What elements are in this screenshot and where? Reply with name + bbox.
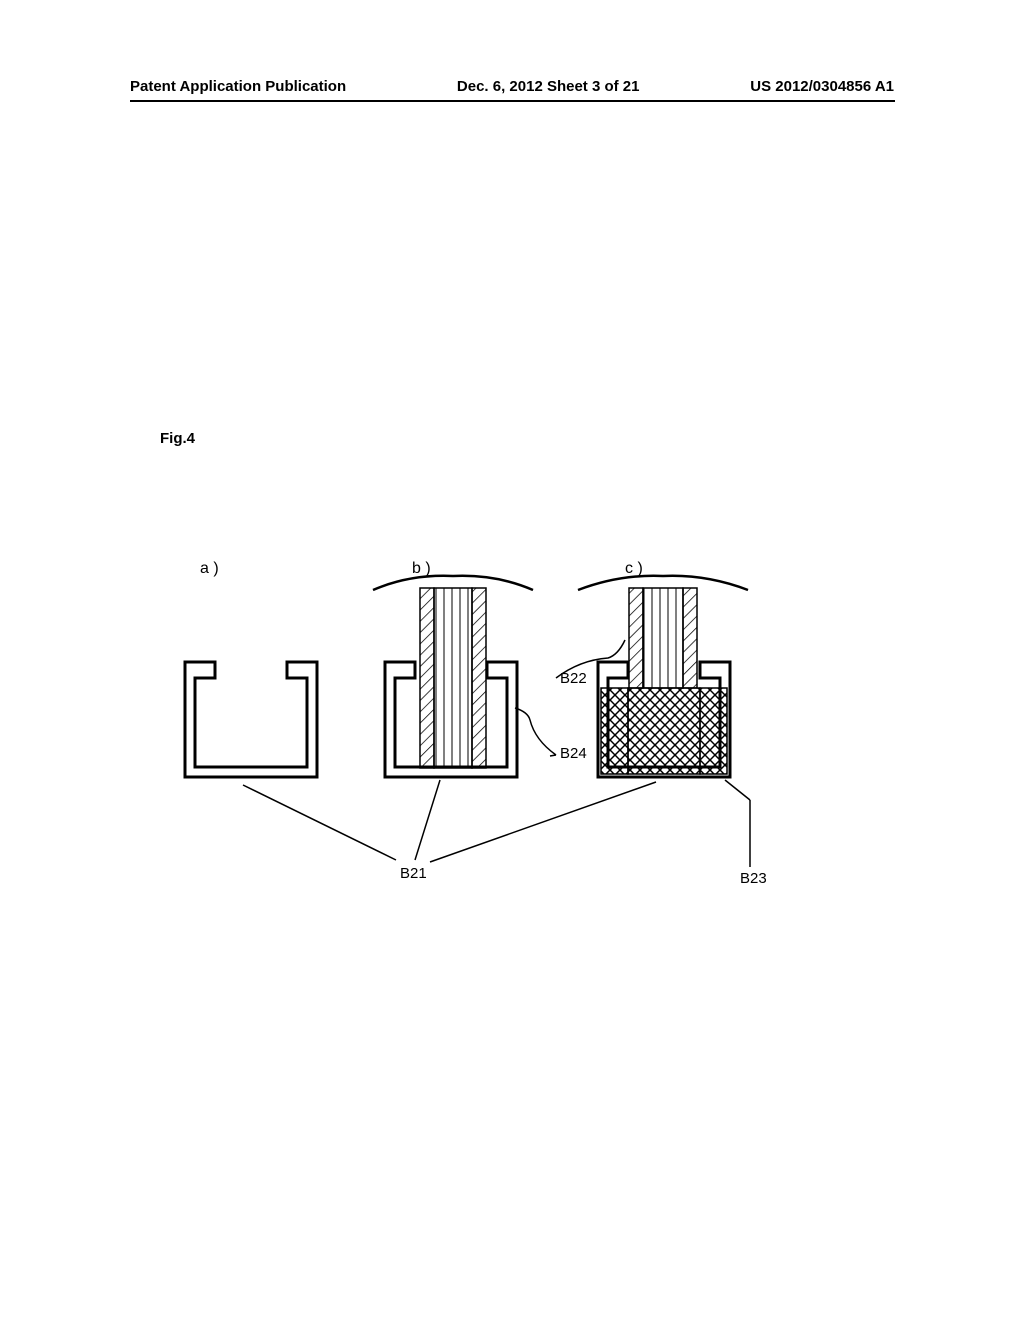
ref-b24: B24 xyxy=(560,745,587,762)
subfigure-label-a: a ) xyxy=(200,560,219,578)
subfigure-c xyxy=(578,576,748,777)
figure-label: Fig.4 xyxy=(160,430,195,447)
subfigure-a xyxy=(185,662,317,777)
ref-b21: B21 xyxy=(400,865,427,882)
subfigure-label-b: b ) xyxy=(412,560,431,578)
ref-b23: B23 xyxy=(740,870,767,887)
subfigure-label-c: c ) xyxy=(625,560,643,578)
subfigure-b xyxy=(373,576,533,777)
ref-b22: B22 xyxy=(560,670,587,687)
diagram-svg xyxy=(0,0,1024,1320)
